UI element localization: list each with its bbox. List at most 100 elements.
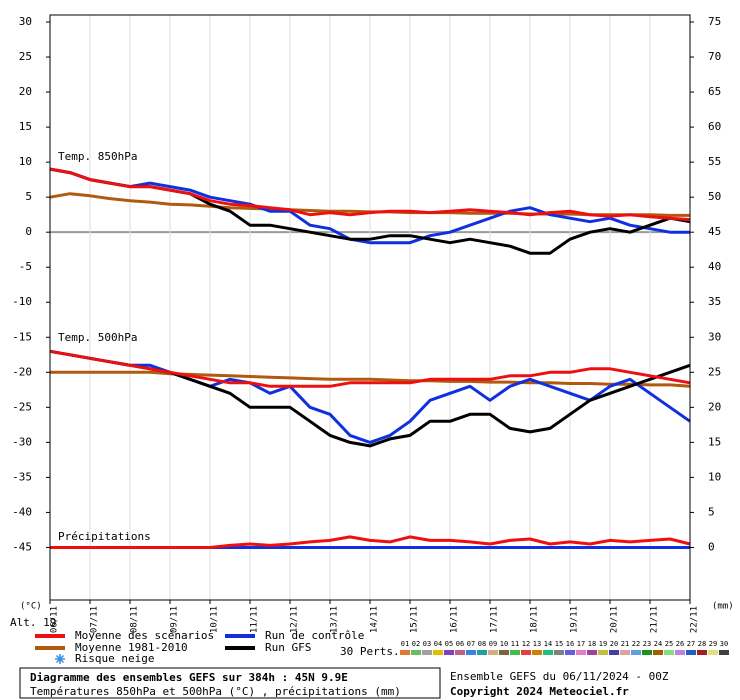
pert-label: 10 [500, 640, 508, 648]
pert-label: 20 [610, 640, 618, 648]
pert-label: 23 [643, 640, 651, 648]
pert-label: 28 [698, 640, 706, 648]
y2-tick-label: 20 [708, 400, 721, 413]
pert-label: 08 [478, 640, 486, 648]
pert-swatch [499, 650, 509, 655]
x-tick-label: 13/11 [330, 606, 340, 633]
y2-tick-label: 35 [708, 295, 721, 308]
pert-label: 30 [720, 640, 728, 648]
pert-label: 09 [489, 640, 497, 648]
x-tick-label: 20/11 [610, 606, 620, 633]
footer-subtitle: Températures 850hPa et 500hPa (°C) , pré… [30, 685, 401, 698]
pert-swatch [587, 650, 597, 655]
y-tick-label: 0 [25, 225, 32, 238]
y-tick-label: -5 [19, 260, 32, 273]
x-tick-label: 18/11 [530, 606, 540, 633]
pert-label: 19 [599, 640, 607, 648]
left-unit: (°C) [20, 602, 42, 612]
y-tick-label: -40 [12, 505, 32, 518]
pert-swatch [422, 650, 432, 655]
altitude: Alt. 19 [10, 616, 56, 629]
legend-label: Risque neige [75, 652, 154, 665]
x-tick-label: 08/11 [130, 606, 140, 633]
pert-swatch [488, 650, 498, 655]
pert-swatch [400, 650, 410, 655]
x-tick-label: 07/11 [90, 606, 100, 633]
pert-label: 07 [467, 640, 475, 648]
pert-swatch [543, 650, 553, 655]
footer-title: Diagramme des ensembles GEFS sur 384h : … [30, 671, 348, 684]
y-tick-label: 10 [19, 155, 32, 168]
pert-swatch [664, 650, 674, 655]
pert-swatch [554, 650, 564, 655]
pert-swatch [620, 650, 630, 655]
series-line [50, 535, 691, 549]
snow-icon [55, 654, 65, 664]
pert-swatch [675, 650, 685, 655]
pert-label: 14 [544, 640, 552, 648]
y-tick-label: -25 [12, 400, 32, 413]
series-line [49, 349, 691, 388]
lines [49, 167, 691, 549]
pert-swatch [433, 650, 443, 655]
y2-tick-label: 55 [708, 155, 721, 168]
pert-swatch [697, 650, 707, 655]
legend-label: Moyenne 1981-2010 [75, 641, 188, 654]
pert-swatch [719, 650, 729, 655]
series-line [50, 370, 691, 388]
legend-label: Run GFS [265, 641, 311, 654]
y-tick-label: -35 [12, 470, 32, 483]
pert-label: 06 [456, 640, 464, 648]
y2-tick-label: 65 [708, 85, 721, 98]
pert-swatch [598, 650, 608, 655]
x-tick-label: 22/11 [690, 606, 700, 633]
pert-label: 15 [555, 640, 563, 648]
y-tick-label: -15 [12, 330, 32, 343]
y-tick-label: 20 [19, 85, 32, 98]
perts-label: 30 Perts. [340, 645, 400, 658]
y2-tick-label: 30 [708, 330, 721, 343]
pert-swatch [532, 650, 542, 655]
y2-tick-label: 40 [708, 260, 721, 273]
pert-label: 02 [412, 640, 420, 648]
x-tick-label: 21/11 [650, 606, 660, 633]
pert-label: 16 [566, 640, 574, 648]
pert-label: 05 [445, 640, 453, 648]
y-tick-label: 15 [19, 120, 32, 133]
pert-label: 29 [709, 640, 717, 648]
y2-tick-label: 45 [708, 225, 721, 238]
y2-tick-label: 60 [708, 120, 721, 133]
y2-tick-label: 15 [708, 435, 721, 448]
grid [49, 15, 691, 600]
pert-label: 03 [423, 640, 431, 648]
pert-swatch [653, 650, 663, 655]
legend-label: Run de contrôle [265, 629, 364, 642]
y2-tick-label: 50 [708, 190, 721, 203]
pert-label: 04 [434, 640, 442, 648]
legend-label: Moyenne des scénarios [75, 629, 214, 642]
pert-label: 18 [588, 640, 596, 648]
annotation: Précipitations [58, 530, 151, 543]
pert-swatch [565, 650, 575, 655]
x-tick-label: 16/11 [450, 606, 460, 633]
pert-swatch [510, 650, 520, 655]
y2-tick-label: 10 [708, 470, 721, 483]
pert-swatch [576, 650, 586, 655]
y2-tick-label: 25 [708, 365, 721, 378]
x-tick-label: 09/11 [170, 606, 180, 633]
footer-box [19, 667, 441, 699]
pert-label: 27 [687, 640, 695, 648]
pert-label: 01 [401, 640, 409, 648]
pert-label: 26 [676, 640, 684, 648]
x-tick-label: 17/11 [490, 606, 500, 633]
x-tick-label: 11/11 [250, 606, 260, 633]
x-tick-label: 19/11 [570, 606, 580, 633]
y2-tick-label: 70 [708, 50, 721, 63]
pert-label: 12 [522, 640, 530, 648]
pert-label: 11 [511, 640, 519, 648]
pert-swatch [411, 650, 421, 655]
x-tick-label: 12/11 [290, 606, 300, 633]
pert-swatch [609, 650, 619, 655]
footer-run: Ensemble GEFS du 06/11/2024 - 00Z [450, 670, 669, 683]
